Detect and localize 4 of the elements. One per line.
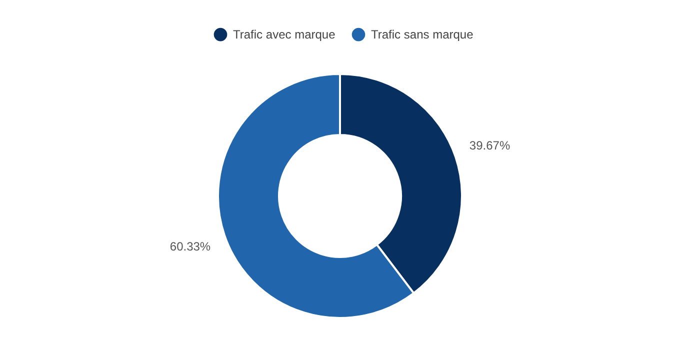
legend-label: Trafic sans marque xyxy=(371,28,474,42)
legend-label: Trafic avec marque xyxy=(233,28,336,42)
data-label: 60.33% xyxy=(170,239,211,254)
data-label: 39.67% xyxy=(469,138,510,153)
